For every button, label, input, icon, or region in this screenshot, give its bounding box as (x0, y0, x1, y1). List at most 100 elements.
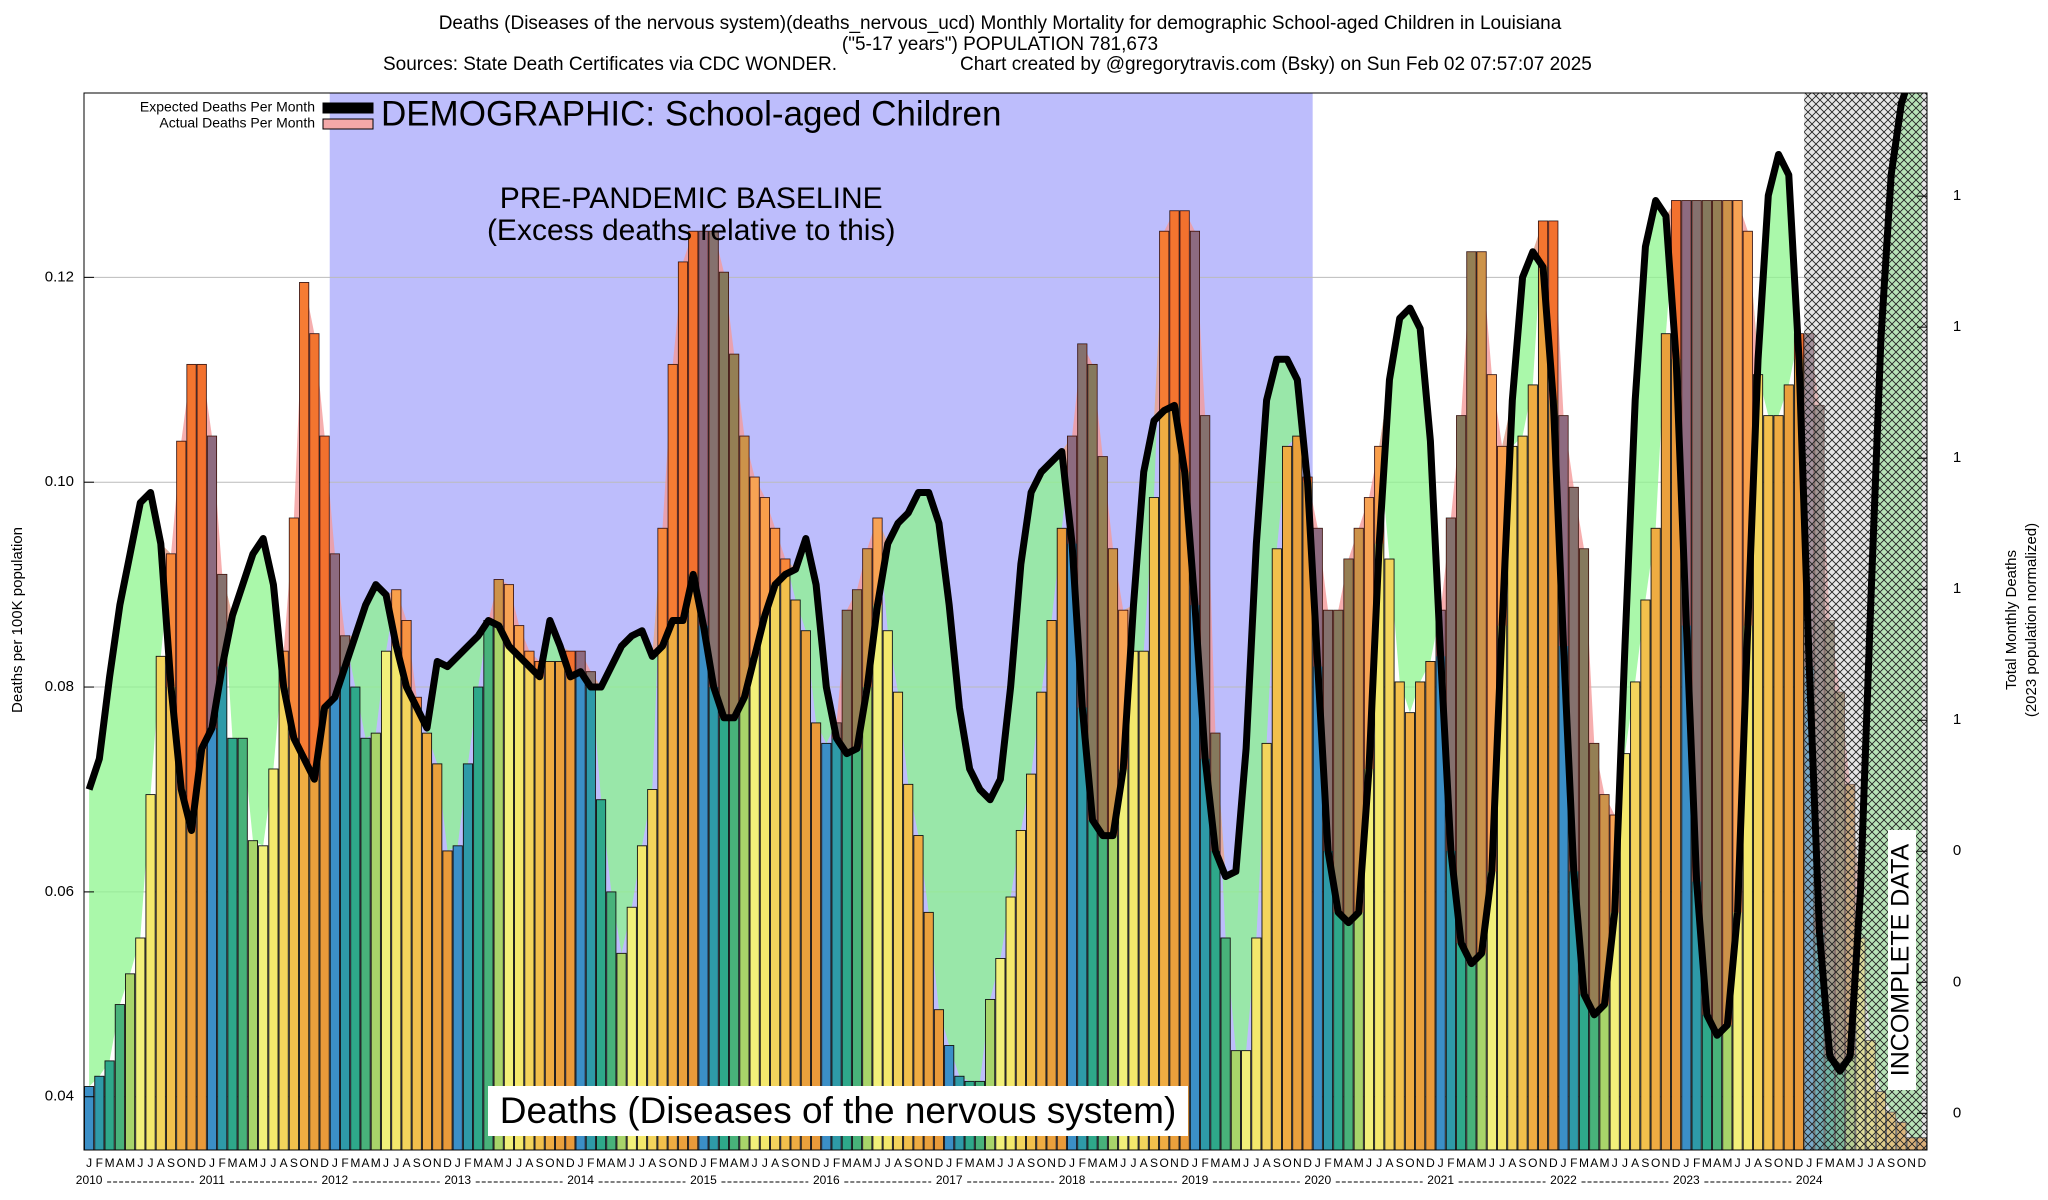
x-tick-label: M (739, 1156, 749, 1170)
bar (135, 937, 146, 1150)
bar (1537, 220, 1549, 1150)
y-tick-label: 0.08 (45, 678, 74, 695)
x-tick-label: D (1180, 1156, 1189, 1170)
x-tick-label: D (1672, 1156, 1681, 1170)
bar (1261, 742, 1272, 1150)
excess-overlay (1354, 528, 1364, 913)
x-tick-label: J (1499, 1156, 1505, 1170)
bar (1466, 251, 1477, 1150)
x-tick-label: J (86, 1156, 92, 1170)
excess-overlay (186, 364, 197, 831)
bar (1097, 456, 1108, 1150)
excess-overlay (1323, 610, 1333, 851)
x-tick-label: J (762, 1156, 768, 1170)
x-tick-label: F (219, 1156, 226, 1170)
x-tick-label: A (280, 1156, 288, 1170)
bar (247, 840, 258, 1150)
excess-overlay (872, 518, 883, 606)
excess-overlay (1538, 221, 1548, 268)
excess-overlay (197, 364, 207, 749)
x-tick-label: F (96, 1156, 103, 1170)
x-tick-label: N (310, 1156, 319, 1170)
excess-overlay (586, 671, 596, 688)
bar (1148, 497, 1160, 1150)
x-tick-label: M (1108, 1156, 1118, 1170)
x-tick-label: J (1735, 1156, 1741, 1170)
bar (759, 497, 770, 1150)
x-tick-label: O (1651, 1156, 1660, 1170)
x-tick-label: J (1489, 1156, 1495, 1170)
x-tick-label: O (668, 1156, 677, 1170)
bar (851, 589, 863, 1150)
excess-overlay (504, 584, 514, 647)
bar (1241, 1050, 1252, 1150)
y2-tick-label: 0 (1953, 842, 1961, 859)
x-tick-label: O (1282, 1156, 1291, 1170)
x-tick-label: F (464, 1156, 471, 1170)
x-tick-label: S (413, 1156, 421, 1170)
x-tick-label: D (1426, 1156, 1435, 1170)
excess-overlay (1732, 200, 1743, 913)
bar (790, 599, 801, 1150)
x-tick-label: S (1887, 1156, 1895, 1170)
bar (1712, 200, 1723, 1150)
x-tick-label: A (525, 1156, 533, 1170)
bar (391, 589, 402, 1150)
year-label: 2012 (322, 1173, 349, 1187)
x-tick-label: A (362, 1156, 370, 1170)
bar (329, 553, 340, 1150)
excess-overlay (401, 620, 412, 688)
excess-overlay (1589, 743, 1599, 1015)
bar (411, 696, 422, 1150)
x-tick-label: A (1099, 1156, 1107, 1170)
excess-overlay (1477, 251, 1487, 954)
x-tick-label: S (1273, 1156, 1281, 1170)
bar (1671, 200, 1682, 1150)
excess-overlay (1692, 200, 1702, 882)
year-label: 2015 (690, 1173, 717, 1187)
excess-overlay (852, 589, 862, 749)
bar (1179, 210, 1190, 1150)
x-tick-label: J (1315, 1156, 1321, 1170)
x-tick-label: J (1683, 1156, 1689, 1170)
excess-overlay (1722, 200, 1732, 1026)
x-tick-label: M (1456, 1156, 1466, 1170)
x-tick-label: A (1631, 1156, 1639, 1170)
x-tick-label: N (802, 1156, 811, 1170)
y2-tick-label: 0 (1953, 973, 1961, 990)
x-tick-label: A (730, 1156, 738, 1170)
legend-label: Expected Deaths Per Month (140, 99, 315, 115)
excess-overlay (1712, 200, 1722, 1036)
credit: Chart created by @gregorytravis.com (Bsk… (960, 54, 1592, 75)
x-tick-label: J (270, 1156, 276, 1170)
excess-overlay (289, 518, 299, 739)
excess-overlay (1497, 446, 1507, 626)
legend-label: Actual Deaths Per Month (159, 115, 315, 131)
x-tick-label: D (320, 1156, 329, 1170)
bar (1128, 650, 1139, 1150)
x-tick-label: J (875, 1156, 881, 1170)
x-tick-label: D (1303, 1156, 1312, 1170)
x-tick-label: M (1210, 1156, 1220, 1170)
x-tick-label: A (976, 1156, 984, 1170)
x-tick-label: S (1519, 1156, 1527, 1170)
bar (1548, 220, 1559, 1150)
bar (165, 553, 177, 1150)
excess-overlay (1743, 231, 1753, 626)
bar (1066, 435, 1078, 1150)
x-tick-label: S (904, 1156, 912, 1170)
y-tick-label: 0.10 (45, 473, 74, 490)
excess-overlay (1671, 200, 1681, 360)
bar (636, 845, 648, 1150)
x-tick-label: O (1897, 1156, 1906, 1170)
x-tick-label: S (658, 1156, 666, 1170)
bar (1251, 937, 1262, 1150)
year-label: 2023 (1673, 1173, 1700, 1187)
x-tick-label: S (290, 1156, 298, 1170)
bar (1773, 415, 1784, 1150)
x-tick-label: J (639, 1156, 645, 1170)
bar (401, 620, 412, 1150)
bar (585, 671, 596, 1150)
excess-overlay (176, 441, 186, 790)
